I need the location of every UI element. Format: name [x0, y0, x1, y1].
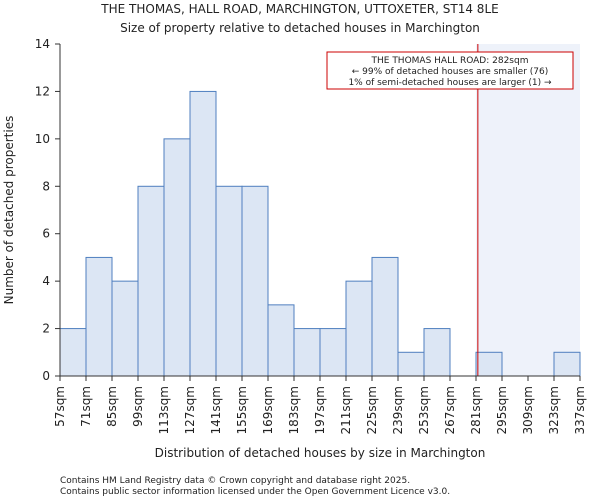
x-tick-label: 71sqm [79, 386, 93, 427]
bar-99sqm [137, 185, 165, 377]
x-tick-label: 183sqm [287, 386, 301, 434]
x-tick-label: 99sqm [131, 386, 145, 427]
x-tick-label: 169sqm [261, 386, 275, 434]
y-tick-label: 8 [42, 179, 50, 193]
chart-subtitle: Size of property relative to detached ho… [120, 21, 480, 35]
annotation-border [326, 51, 574, 90]
x-tick-label: 211sqm [339, 386, 353, 434]
x-tick-label: 309sqm [521, 386, 535, 434]
y-tick-label: 10 [35, 132, 50, 146]
bar-281sqm [475, 351, 503, 377]
footer-line-1: Contains HM Land Registry data © Crown c… [60, 476, 410, 486]
annotation-line-2: ← 99% of detached houses are smaller (76… [352, 67, 549, 77]
bar-169sqm [267, 304, 295, 377]
y-tick-label: 12 [35, 84, 50, 98]
x-tick-label: 253sqm [417, 386, 431, 434]
x-tick-label: 295sqm [495, 386, 509, 434]
footer-line-2: Contains public sector information licen… [60, 487, 450, 497]
chart-title: THE THOMAS, HALL ROAD, MARCHINGTON, UTTO… [100, 2, 498, 16]
y-tick-label: 0 [42, 369, 50, 383]
x-tick-label: 267sqm [443, 386, 457, 434]
bar-127sqm [189, 90, 217, 377]
x-tick-label: 225sqm [365, 386, 379, 434]
x-tick-label: 239sqm [391, 386, 405, 434]
x-tick-label: 323sqm [547, 386, 561, 434]
x-tick-label: 127sqm [183, 386, 197, 434]
bar-155sqm [241, 185, 269, 377]
x-tick-label: 197sqm [313, 386, 327, 434]
x-tick-label: 155sqm [235, 386, 249, 434]
bar-225sqm [371, 256, 399, 377]
bar-183sqm [293, 328, 321, 377]
x-tick-label: 141sqm [209, 386, 223, 434]
y-tick-label: 2 [42, 322, 50, 336]
y-tick-label: 4 [42, 274, 50, 288]
y-tick-label: 14 [35, 37, 50, 51]
y-axis-label: Number of detached properties [2, 116, 16, 305]
x-tick-label: 337sqm [573, 386, 587, 434]
x-tick-label: 57sqm [53, 386, 67, 427]
annotation-box: THE THOMAS HALL ROAD: 282sqm ← 99% of de… [326, 51, 574, 90]
bar-197sqm [319, 328, 347, 377]
bar-57sqm [59, 328, 87, 377]
y-tick-label: 6 [42, 227, 50, 241]
bar-85sqm [111, 280, 139, 377]
bar-239sqm [397, 351, 425, 377]
bar-323sqm [553, 351, 581, 377]
x-tick-label: 281sqm [469, 386, 483, 434]
bar-71sqm [85, 256, 113, 377]
highlight-region [476, 44, 580, 376]
annotation-line-1: THE THOMAS HALL ROAD: 282sqm [371, 56, 529, 66]
bar-113sqm [163, 138, 191, 377]
bar-211sqm [345, 280, 373, 377]
bar-253sqm [423, 328, 451, 377]
x-axis-label: Distribution of detached houses by size … [155, 446, 486, 460]
bar-141sqm [215, 185, 243, 377]
annotation-line-3: 1% of semi-detached houses are larger (1… [348, 78, 552, 88]
x-tick-label: 85sqm [105, 386, 119, 427]
x-tick-label: 113sqm [157, 386, 171, 434]
